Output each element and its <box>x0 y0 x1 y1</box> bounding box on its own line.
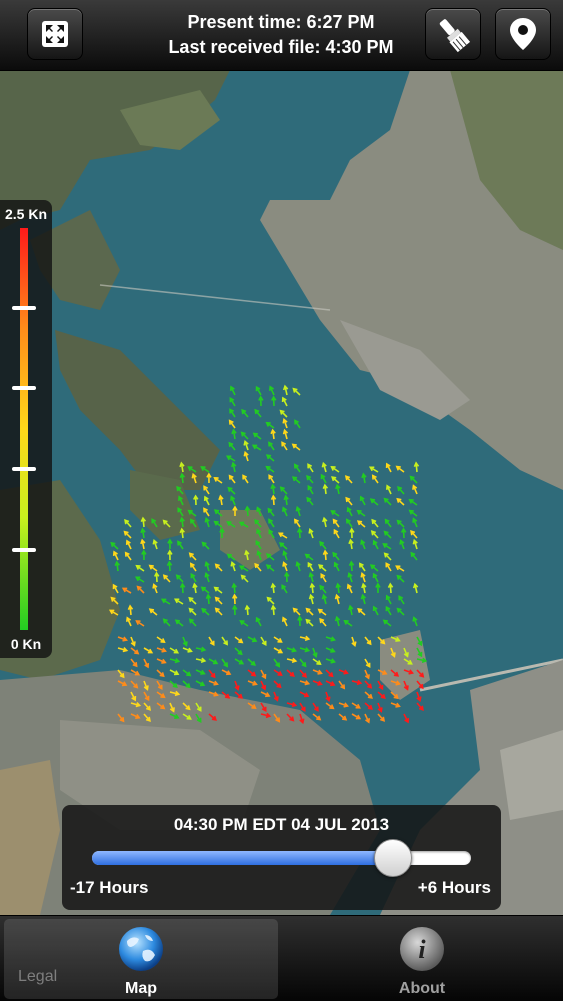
forecast-time-label: 04:30 PM EDT 04 JUL 2013 <box>62 815 501 835</box>
legend-max-label: 2.5 Kn <box>0 206 52 222</box>
fullscreen-icon <box>40 19 70 49</box>
info-icon: i <box>398 925 446 973</box>
globe-icon <box>117 925 165 973</box>
paint-style-button[interactable] <box>425 8 481 60</box>
tab-bar: Legal Map i About <box>0 915 563 1001</box>
top-bar: Present time: 6:27 PM Last received file… <box>0 0 563 71</box>
legend-min-label: 0 Kn <box>0 636 52 652</box>
location-button[interactable] <box>495 8 551 60</box>
current-map[interactable] <box>0 70 563 915</box>
slider-knob[interactable] <box>374 839 412 877</box>
time-info: Present time: 6:27 PM Last received file… <box>120 10 442 60</box>
satellite-map-image <box>0 70 563 915</box>
svg-text:i: i <box>418 935 426 964</box>
slider-min-label: -17 Hours <box>70 878 148 898</box>
paintbrush-icon <box>434 15 472 53</box>
legend-color-bar <box>20 228 28 630</box>
tab-about-label: About <box>285 980 559 998</box>
last-received-file: Last received file: 4:30 PM <box>120 35 442 60</box>
legend-tick <box>12 548 36 552</box>
tab-map[interactable]: Map <box>4 919 278 999</box>
slider-max-label: +6 Hours <box>418 878 491 898</box>
tab-about[interactable]: i About <box>285 919 559 999</box>
location-pin-icon <box>509 17 537 51</box>
speed-legend: 2.5 Kn 0 Kn <box>0 200 52 658</box>
slider-fill <box>92 851 392 865</box>
legend-tick <box>12 467 36 471</box>
time-slider[interactable] <box>92 851 471 865</box>
legend-tick <box>12 306 36 310</box>
legend-tick <box>12 386 36 390</box>
present-time: Present time: 6:27 PM <box>120 10 442 35</box>
tab-map-label: Map <box>4 980 278 998</box>
fullscreen-button[interactable] <box>27 8 83 60</box>
time-slider-panel: 04:30 PM EDT 04 JUL 2013 -17 Hours +6 Ho… <box>62 805 501 910</box>
